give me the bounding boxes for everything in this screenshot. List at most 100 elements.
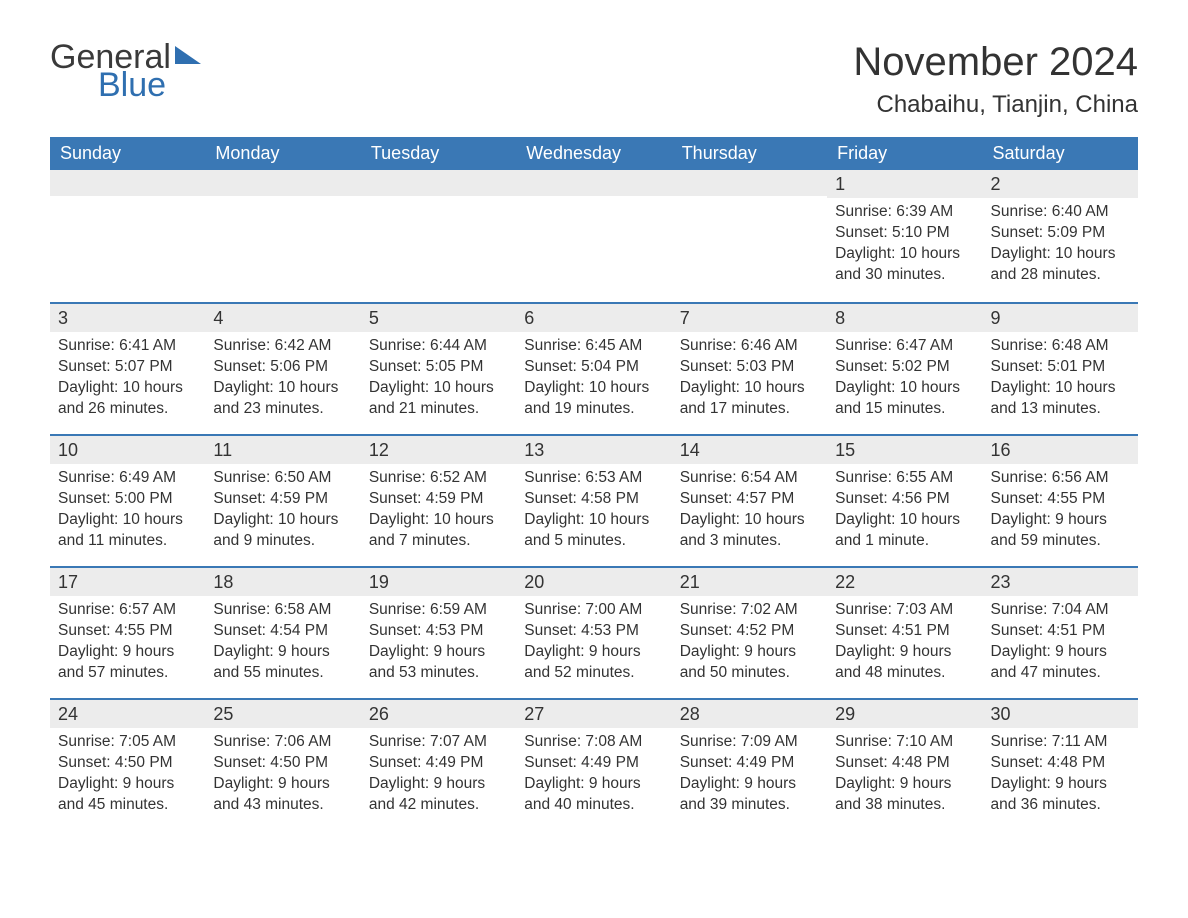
sunrise-text: Sunrise: 6:55 AM <box>835 468 974 489</box>
daylight-line2: and 42 minutes. <box>369 795 508 816</box>
calendar-day-cell <box>361 170 516 302</box>
weekday-header-cell: Tuesday <box>361 137 516 170</box>
calendar-day-cell: 21Sunrise: 7:02 AMSunset: 4:52 PMDayligh… <box>672 568 827 698</box>
day-body: Sunrise: 6:41 AMSunset: 5:07 PMDaylight:… <box>50 332 205 428</box>
calendar-week-row: 17Sunrise: 6:57 AMSunset: 4:55 PMDayligh… <box>50 566 1138 698</box>
daylight-line1: Daylight: 9 hours <box>213 642 352 663</box>
day-body: Sunrise: 6:56 AMSunset: 4:55 PMDaylight:… <box>983 464 1138 560</box>
day-body: Sunrise: 6:40 AMSunset: 5:09 PMDaylight:… <box>983 198 1138 294</box>
daylight-line2: and 11 minutes. <box>58 531 197 552</box>
brand-logo: General Blue <box>50 40 201 102</box>
calendar-day-cell: 16Sunrise: 6:56 AMSunset: 4:55 PMDayligh… <box>983 436 1138 566</box>
brand-part2: Blue <box>98 68 171 102</box>
daylight-line1: Daylight: 10 hours <box>524 510 663 531</box>
daylight-line1: Daylight: 10 hours <box>991 244 1130 265</box>
day-body: Sunrise: 7:09 AMSunset: 4:49 PMDaylight:… <box>672 728 827 824</box>
sunrise-text: Sunrise: 7:08 AM <box>524 732 663 753</box>
daylight-line2: and 47 minutes. <box>991 663 1130 684</box>
daylight-line1: Daylight: 10 hours <box>835 510 974 531</box>
daylight-line1: Daylight: 10 hours <box>991 378 1130 399</box>
day-body: Sunrise: 6:55 AMSunset: 4:56 PMDaylight:… <box>827 464 982 560</box>
sunrise-text: Sunrise: 6:52 AM <box>369 468 508 489</box>
day-number: 17 <box>50 568 205 596</box>
daylight-line1: Daylight: 10 hours <box>680 378 819 399</box>
daylight-line1: Daylight: 10 hours <box>835 244 974 265</box>
sunset-text: Sunset: 4:48 PM <box>835 753 974 774</box>
daylight-line2: and 17 minutes. <box>680 399 819 420</box>
calendar-day-cell: 15Sunrise: 6:55 AMSunset: 4:56 PMDayligh… <box>827 436 982 566</box>
sunrise-text: Sunrise: 6:44 AM <box>369 336 508 357</box>
day-body: Sunrise: 6:58 AMSunset: 4:54 PMDaylight:… <box>205 596 360 692</box>
calendar-day-cell: 10Sunrise: 6:49 AMSunset: 5:00 PMDayligh… <box>50 436 205 566</box>
calendar-day-cell: 17Sunrise: 6:57 AMSunset: 4:55 PMDayligh… <box>50 568 205 698</box>
daylight-line2: and 30 minutes. <box>835 265 974 286</box>
day-number: 4 <box>205 304 360 332</box>
daylight-line2: and 21 minutes. <box>369 399 508 420</box>
daylight-line2: and 36 minutes. <box>991 795 1130 816</box>
day-body: Sunrise: 6:49 AMSunset: 5:00 PMDaylight:… <box>50 464 205 560</box>
sunrise-text: Sunrise: 6:54 AM <box>680 468 819 489</box>
daylight-line2: and 48 minutes. <box>835 663 974 684</box>
day-body: Sunrise: 6:44 AMSunset: 5:05 PMDaylight:… <box>361 332 516 428</box>
daylight-line2: and 9 minutes. <box>213 531 352 552</box>
sunset-text: Sunset: 4:51 PM <box>835 621 974 642</box>
day-body: Sunrise: 7:11 AMSunset: 4:48 PMDaylight:… <box>983 728 1138 824</box>
calendar-day-cell: 28Sunrise: 7:09 AMSunset: 4:49 PMDayligh… <box>672 700 827 830</box>
sunrise-text: Sunrise: 6:47 AM <box>835 336 974 357</box>
sunrise-text: Sunrise: 7:05 AM <box>58 732 197 753</box>
day-body: Sunrise: 7:04 AMSunset: 4:51 PMDaylight:… <box>983 596 1138 692</box>
day-body: Sunrise: 7:08 AMSunset: 4:49 PMDaylight:… <box>516 728 671 824</box>
sunrise-text: Sunrise: 6:59 AM <box>369 600 508 621</box>
day-number: 29 <box>827 700 982 728</box>
daylight-line1: Daylight: 9 hours <box>835 642 974 663</box>
day-number: 19 <box>361 568 516 596</box>
daylight-line1: Daylight: 9 hours <box>58 642 197 663</box>
sunrise-text: Sunrise: 7:07 AM <box>369 732 508 753</box>
sunrise-text: Sunrise: 7:03 AM <box>835 600 974 621</box>
sunset-text: Sunset: 5:09 PM <box>991 223 1130 244</box>
day-number: 21 <box>672 568 827 596</box>
day-number: 25 <box>205 700 360 728</box>
calendar-day-cell: 27Sunrise: 7:08 AMSunset: 4:49 PMDayligh… <box>516 700 671 830</box>
daylight-line2: and 55 minutes. <box>213 663 352 684</box>
calendar-day-cell <box>205 170 360 302</box>
day-number: 9 <box>983 304 1138 332</box>
daylight-line1: Daylight: 10 hours <box>213 510 352 531</box>
day-number: 30 <box>983 700 1138 728</box>
calendar-day-cell: 1Sunrise: 6:39 AMSunset: 5:10 PMDaylight… <box>827 170 982 302</box>
sunrise-text: Sunrise: 6:45 AM <box>524 336 663 357</box>
calendar-day-cell: 6Sunrise: 6:45 AMSunset: 5:04 PMDaylight… <box>516 304 671 434</box>
day-body: Sunrise: 6:53 AMSunset: 4:58 PMDaylight:… <box>516 464 671 560</box>
daylight-line1: Daylight: 10 hours <box>680 510 819 531</box>
sunset-text: Sunset: 4:50 PM <box>58 753 197 774</box>
daylight-line1: Daylight: 9 hours <box>369 774 508 795</box>
day-number: 12 <box>361 436 516 464</box>
calendar-day-cell: 9Sunrise: 6:48 AMSunset: 5:01 PMDaylight… <box>983 304 1138 434</box>
daylight-line1: Daylight: 9 hours <box>369 642 508 663</box>
daylight-line1: Daylight: 9 hours <box>58 774 197 795</box>
calendar-day-cell: 20Sunrise: 7:00 AMSunset: 4:53 PMDayligh… <box>516 568 671 698</box>
daylight-line1: Daylight: 10 hours <box>835 378 974 399</box>
daylight-line2: and 43 minutes. <box>213 795 352 816</box>
sunrise-text: Sunrise: 6:42 AM <box>213 336 352 357</box>
weekday-header-row: SundayMondayTuesdayWednesdayThursdayFrid… <box>50 137 1138 170</box>
day-body: Sunrise: 6:54 AMSunset: 4:57 PMDaylight:… <box>672 464 827 560</box>
day-number: 15 <box>827 436 982 464</box>
daylight-line2: and 52 minutes. <box>524 663 663 684</box>
day-body: Sunrise: 6:50 AMSunset: 4:59 PMDaylight:… <box>205 464 360 560</box>
calendar-day-cell: 22Sunrise: 7:03 AMSunset: 4:51 PMDayligh… <box>827 568 982 698</box>
calendar-day-cell: 11Sunrise: 6:50 AMSunset: 4:59 PMDayligh… <box>205 436 360 566</box>
day-number: 13 <box>516 436 671 464</box>
empty-day-header <box>516 170 671 196</box>
day-number: 1 <box>827 170 982 198</box>
daylight-line1: Daylight: 10 hours <box>369 378 508 399</box>
day-body: Sunrise: 7:05 AMSunset: 4:50 PMDaylight:… <box>50 728 205 824</box>
day-number: 28 <box>672 700 827 728</box>
day-body: Sunrise: 6:59 AMSunset: 4:53 PMDaylight:… <box>361 596 516 692</box>
page-header: General Blue November 2024 Chabaihu, Tia… <box>50 40 1138 119</box>
day-number: 6 <box>516 304 671 332</box>
sunset-text: Sunset: 4:55 PM <box>991 489 1130 510</box>
daylight-line1: Daylight: 10 hours <box>369 510 508 531</box>
daylight-line2: and 26 minutes. <box>58 399 197 420</box>
brand-triangle-icon <box>175 46 201 64</box>
